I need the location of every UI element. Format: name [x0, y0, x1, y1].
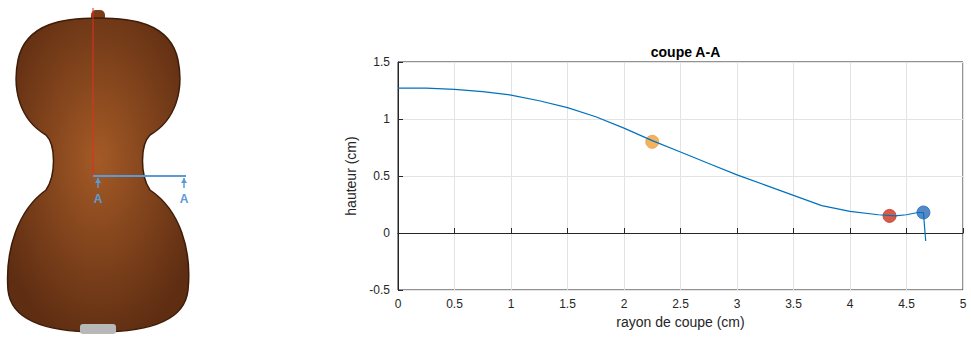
svg-text:1: 1 — [383, 112, 390, 126]
svg-text:4: 4 — [847, 297, 854, 311]
svg-text:hauteur (cm): hauteur (cm) — [343, 136, 359, 215]
svg-text:-0.5: -0.5 — [369, 283, 390, 297]
svg-text:0: 0 — [383, 226, 390, 240]
svg-text:0.5: 0.5 — [446, 297, 463, 311]
svg-text:5: 5 — [960, 297, 967, 311]
svg-text:0.5: 0.5 — [373, 169, 390, 183]
svg-text:0: 0 — [395, 297, 402, 311]
svg-text:2.5: 2.5 — [672, 297, 689, 311]
svg-text:A: A — [94, 192, 103, 206]
svg-text:2: 2 — [621, 297, 628, 311]
svg-text:rayon de coupe (cm): rayon de coupe (cm) — [616, 314, 744, 330]
svg-text:coupe A-A: coupe A-A — [651, 44, 720, 60]
svg-text:1.5: 1.5 — [373, 55, 390, 69]
svg-text:1: 1 — [508, 297, 515, 311]
svg-text:3.5: 3.5 — [785, 297, 802, 311]
svg-text:1.5: 1.5 — [559, 297, 576, 311]
svg-text:4.5: 4.5 — [898, 297, 915, 311]
svg-text:A: A — [180, 192, 189, 206]
svg-text:3: 3 — [734, 297, 741, 311]
